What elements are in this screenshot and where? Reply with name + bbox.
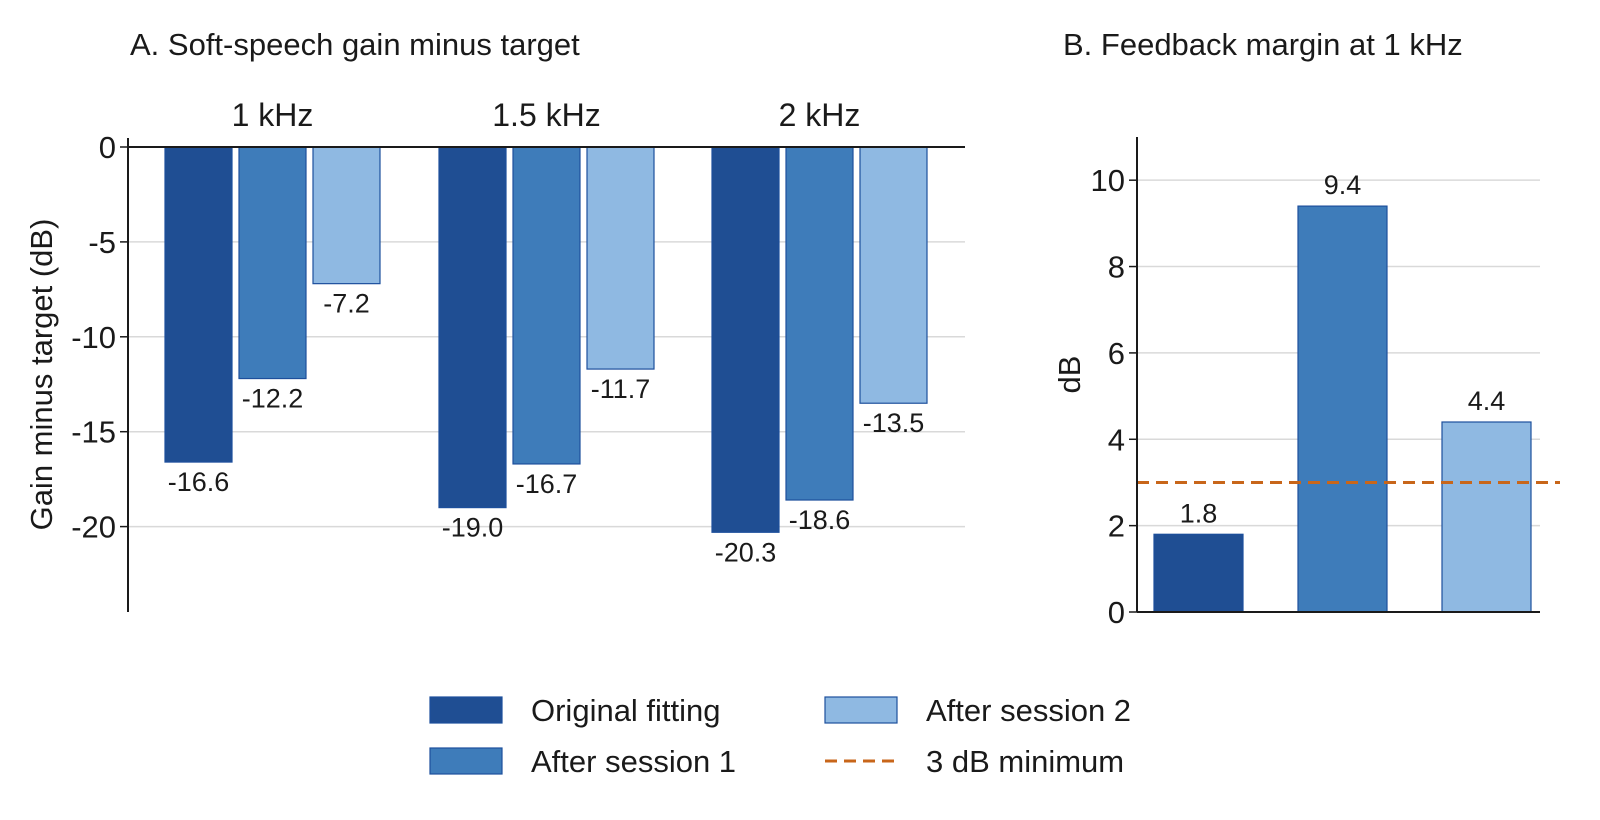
- panel-a-y-ticks: 0 -5 -10 -15 -20: [71, 130, 128, 545]
- panel-b-data-label: 4.4: [1468, 386, 1506, 416]
- panel-a-data-label: -19.0: [442, 513, 504, 543]
- panel-a-gain-minus-target: -16.6 -19.0 -20.3 -12.2 -16.7 -18.6 -7.2 -11.7 -…: [24, 27, 965, 612]
- panel-a-data-label: -11.7: [591, 374, 651, 404]
- panel-a-data-label: -7.2: [323, 289, 370, 319]
- panel-a-y-axis-label: Gain minus target (dB): [24, 219, 59, 531]
- panel-a-bar-session2: [859, 146, 928, 404]
- panel-a-data-label: -12.2: [242, 384, 304, 414]
- legend-swatch-session1: [429, 747, 503, 775]
- legend: Original fitting After session 1 After ses…: [429, 693, 1131, 779]
- panel-a-bar-original: [711, 146, 780, 533]
- legend-swatch-session2: [824, 696, 898, 724]
- panel-b-y-tick-label: 10: [1091, 163, 1125, 198]
- panel-b-data-labels: 1.8 9.4 4.4: [1180, 170, 1506, 528]
- panel-b-data-label: 1.8: [1180, 498, 1218, 528]
- panel-a-y-tick-label: -10: [71, 320, 116, 355]
- panel-a-data-label: -20.3: [715, 537, 777, 567]
- panel-a-bars: [164, 146, 928, 533]
- panel-a-data-label: -16.7: [516, 469, 578, 499]
- panel-a-bar-original: [438, 146, 507, 509]
- panel-a-axes: [127, 138, 965, 612]
- panel-b-y-axis-label: dB: [1052, 356, 1087, 394]
- panel-a-title: A. Soft-speech gain minus target: [130, 27, 580, 62]
- legend-label: Original fitting: [531, 693, 721, 728]
- panel-a-y-tick-label: -15: [71, 415, 116, 450]
- legend-swatch-original: [429, 696, 503, 724]
- panel-a-y-tick-label: 0: [99, 130, 116, 165]
- panel-a-data-label: -16.6: [168, 467, 230, 497]
- panel-a-bar-session2: [312, 146, 381, 285]
- panel-b-axes: [1136, 137, 1540, 613]
- panel-a-category-labels: 1 kHz 1.5 kHz 2 kHz: [232, 97, 861, 133]
- panel-b-y-tick-label: 4: [1108, 422, 1125, 457]
- panel-b-y-ticks: 0 2 4 6 8 10: [1091, 163, 1137, 630]
- panel-b-bar-session2: [1441, 421, 1532, 613]
- panel-a-bar-session1: [512, 146, 581, 465]
- panel-b-bars: [1153, 205, 1532, 613]
- legend-label: After session 1: [531, 744, 736, 779]
- legend-label: 3 dB minimum: [926, 744, 1124, 779]
- panel-a-data-labels: -16.6 -19.0 -20.3 -12.2 -16.7 -18.6 -7.2 -11.7 -…: [168, 289, 925, 568]
- panel-b-y-tick-label: 2: [1108, 509, 1125, 544]
- panel-b-y-tick-label: 0: [1108, 595, 1125, 630]
- panel-a-y-tick-label: -5: [88, 225, 116, 260]
- panel-b-y-tick-label: 8: [1108, 250, 1125, 285]
- panel-b-data-label: 9.4: [1324, 170, 1362, 200]
- panel-b-y-tick-label: 6: [1108, 336, 1125, 371]
- panel-a-y-tick-label: -20: [71, 510, 116, 545]
- panel-a-category-label: 1.5 kHz: [492, 97, 600, 133]
- legend-label: After session 2: [926, 693, 1131, 728]
- panel-a-bar-session1: [785, 146, 854, 501]
- panel-b-feedback-margin: 1.8 9.4 4.4 0 2 4 6 8 10 B. Feedback margin at …: [1052, 27, 1560, 630]
- panel-a-data-label: -18.6: [789, 505, 851, 535]
- panel-b-title: B. Feedback margin at 1 kHz: [1063, 27, 1463, 62]
- panel-b-bar-session1: [1297, 205, 1388, 613]
- panel-a-bar-session1: [238, 146, 307, 380]
- panel-a-category-label: 2 kHz: [779, 97, 861, 133]
- panel-a-bar-original: [164, 146, 233, 463]
- panel-a-data-label: -13.5: [863, 408, 925, 438]
- panel-a-bar-session2: [586, 146, 655, 370]
- panel-b-bar-original: [1153, 533, 1244, 613]
- panel-a-category-label: 1 kHz: [232, 97, 314, 133]
